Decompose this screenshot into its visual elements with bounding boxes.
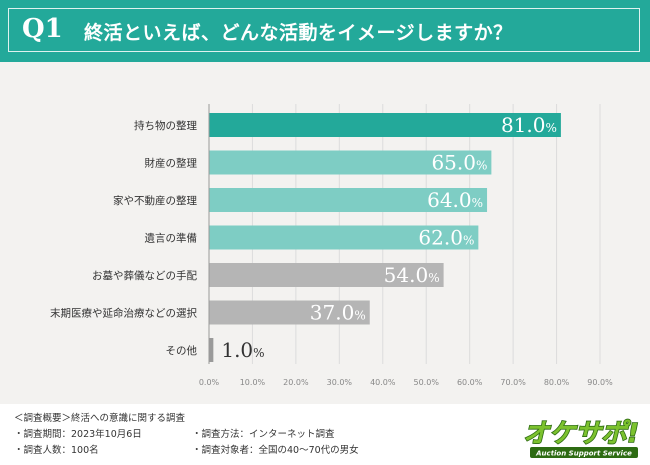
bar-chart: 0.0% 10.0% 20.0% 30.0% 40.0% 50.0% 60.0% 70.0% 8… (50, 104, 613, 387)
bar (209, 188, 488, 212)
survey-period: ・調査期間：2023年10月6日 (14, 429, 142, 440)
category-label: 遺言の準備 (145, 232, 198, 245)
category-label: 末期医療や延命治療などの選択 (50, 307, 197, 320)
category-label: 持ち物の整理 (134, 119, 197, 132)
x-tick-label: 0.0% (199, 378, 220, 387)
value-label: 54.0% (384, 263, 440, 287)
x-tick-label: 80.0% (544, 378, 570, 387)
x-tick-label: 10.0% (240, 378, 266, 387)
survey-method: ・調査方法：インターネット調査 (192, 429, 335, 440)
survey-count: ・調査人数：100名 (14, 445, 99, 456)
value-label: 65.0% (431, 151, 487, 175)
survey-target: ・調査対象者：全国の40～70代の男女 (192, 445, 359, 456)
value-label: 81.0% (501, 113, 557, 137)
value-label: 1.0% (221, 338, 264, 362)
logo-sub-text: Auction Support Service (535, 450, 632, 458)
value-label: 37.0% (310, 301, 366, 325)
x-tick-label: 30.0% (327, 378, 353, 387)
question-number: Q1 (22, 14, 63, 44)
category-label: 家や不動産の整理 (113, 194, 197, 207)
bar (209, 263, 444, 287)
category-label: お墓や葬儀などの手配 (92, 269, 197, 282)
header-banner: Q1 終活といえば、どんな活動をイメージしますか？ (0, 0, 650, 62)
survey-title: ＜調査概要＞終活への意識に関する調査 (14, 413, 186, 424)
category-label: 財産の整理 (145, 157, 198, 170)
x-tick-label: 90.0% (587, 378, 613, 387)
logo-sub-band (530, 447, 638, 458)
header-frame (8, 8, 640, 52)
category-label: その他 (166, 344, 198, 357)
x-tick-label: 70.0% (500, 378, 526, 387)
question-title: 終活といえば、どんな活動をイメージしますか？ (84, 22, 513, 44)
x-tick-label: 40.0% (370, 378, 396, 387)
x-tick-label: 50.0% (414, 378, 440, 387)
logo-mark: オケサポ! Auction Support Service (522, 418, 640, 458)
x-tick-label: 20.0% (283, 378, 309, 387)
x-tick-label: 60.0% (457, 378, 483, 387)
value-label: 62.0% (418, 226, 474, 250)
okesapo-logo: オケサポ! Auction Support Service (522, 418, 640, 458)
bar (209, 150, 492, 175)
bar (209, 338, 214, 362)
bar (209, 300, 370, 325)
value-label: 64.0% (427, 188, 483, 212)
bar (209, 225, 479, 250)
bar (209, 113, 561, 137)
logo-main-text: オケサポ! (523, 419, 639, 449)
